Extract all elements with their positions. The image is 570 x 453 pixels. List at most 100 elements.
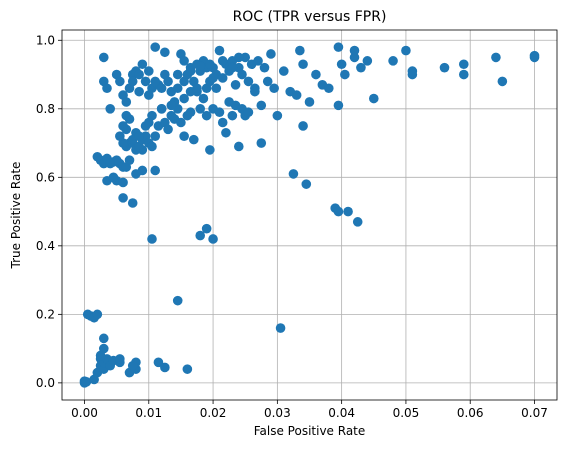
- data-point: [185, 107, 196, 118]
- data-point: [333, 100, 344, 111]
- data-point: [118, 121, 128, 131]
- data-point: [192, 83, 202, 94]
- data-point: [102, 83, 112, 94]
- data-point: [195, 61, 206, 71]
- data-point: [188, 134, 199, 145]
- data-point: [156, 83, 167, 94]
- data-point: [150, 131, 161, 142]
- data-point: [95, 350, 106, 361]
- data-point: [323, 83, 334, 94]
- data-point: [147, 234, 157, 244]
- y-tick-label: 0.2: [36, 307, 55, 321]
- data-point: [160, 362, 170, 373]
- data-point: [250, 86, 260, 97]
- data-point: [115, 131, 125, 142]
- data-point: [163, 76, 173, 87]
- data-point: [227, 62, 238, 73]
- x-tick-label: 0.07: [521, 406, 548, 420]
- data-point: [491, 52, 501, 63]
- data-point: [221, 127, 231, 138]
- data-point: [214, 107, 225, 118]
- data-point: [163, 124, 173, 135]
- y-tick-label: 1.0: [36, 33, 55, 47]
- data-point: [233, 52, 244, 63]
- data-point: [121, 97, 132, 107]
- x-tick-label: 0.00: [71, 406, 98, 420]
- data-point: [298, 121, 308, 131]
- data-point: [143, 66, 154, 76]
- data-point: [92, 309, 103, 320]
- data-point: [172, 69, 183, 80]
- data-point: [150, 42, 161, 52]
- data-point: [253, 56, 263, 66]
- data-point: [108, 172, 119, 183]
- data-point: [127, 360, 138, 371]
- y-tick-label: 0.4: [36, 239, 55, 253]
- data-point: [407, 66, 418, 76]
- data-point: [147, 110, 157, 121]
- data-point: [230, 80, 241, 90]
- data-point: [201, 223, 212, 234]
- data-point: [356, 62, 366, 73]
- data-point: [179, 93, 189, 104]
- data-point: [127, 198, 138, 208]
- data-point: [115, 354, 125, 364]
- data-point: [217, 56, 228, 66]
- ticks-layer: 0.00 0.01 0.02 0.03 0.04 0.05 0.06 0.07 0.0 0.2 0.…: [36, 33, 548, 420]
- y-tick-label: 0.0: [36, 376, 55, 390]
- data-point: [278, 66, 289, 76]
- data-point: [121, 110, 132, 121]
- data-point: [256, 138, 267, 148]
- data-point: [288, 169, 299, 179]
- data-point: [211, 83, 222, 94]
- data-point: [124, 155, 135, 165]
- data-point: [205, 59, 215, 70]
- data-point: [153, 357, 164, 368]
- data-point: [160, 47, 170, 58]
- data-point: [105, 103, 116, 114]
- data-point: [237, 69, 247, 80]
- data-point: [134, 131, 144, 142]
- plot-frame: [61, 29, 558, 401]
- data-point: [137, 165, 148, 176]
- x-axis-label: False Positive Rate: [254, 424, 366, 438]
- points-layer: [79, 42, 540, 388]
- y-axis-label: True Positive Rate: [9, 162, 23, 270]
- data-point: [388, 56, 398, 66]
- data-point: [262, 76, 273, 87]
- data-point: [458, 59, 469, 70]
- data-point: [266, 49, 276, 59]
- data-point: [227, 110, 238, 121]
- data-point: [195, 103, 206, 114]
- data-point: [208, 73, 218, 83]
- data-point: [127, 76, 138, 87]
- x-tick-label: 0.02: [200, 406, 227, 420]
- data-point: [179, 131, 189, 142]
- data-point: [304, 97, 315, 107]
- data-point: [208, 234, 218, 244]
- data-point: [298, 59, 308, 70]
- data-point: [243, 76, 254, 87]
- data-point: [340, 69, 350, 80]
- data-point: [134, 86, 144, 97]
- data-point: [256, 100, 267, 111]
- data-point: [172, 295, 183, 306]
- data-point: [275, 323, 286, 333]
- data-point: [311, 69, 321, 80]
- data-point: [98, 52, 109, 63]
- data-point: [233, 141, 244, 152]
- data-point: [182, 364, 193, 374]
- data-point: [333, 206, 344, 217]
- data-point: [176, 117, 186, 128]
- data-point: [205, 145, 215, 155]
- data-point: [150, 76, 161, 87]
- data-point: [333, 42, 344, 52]
- data-point: [529, 50, 540, 61]
- data-point: [497, 76, 508, 87]
- data-point: [217, 117, 228, 128]
- y-tick-label: 0.8: [36, 102, 55, 116]
- x-tick-label: 0.06: [457, 406, 484, 420]
- data-point: [336, 59, 347, 70]
- data-point: [172, 83, 183, 94]
- data-point: [105, 158, 116, 169]
